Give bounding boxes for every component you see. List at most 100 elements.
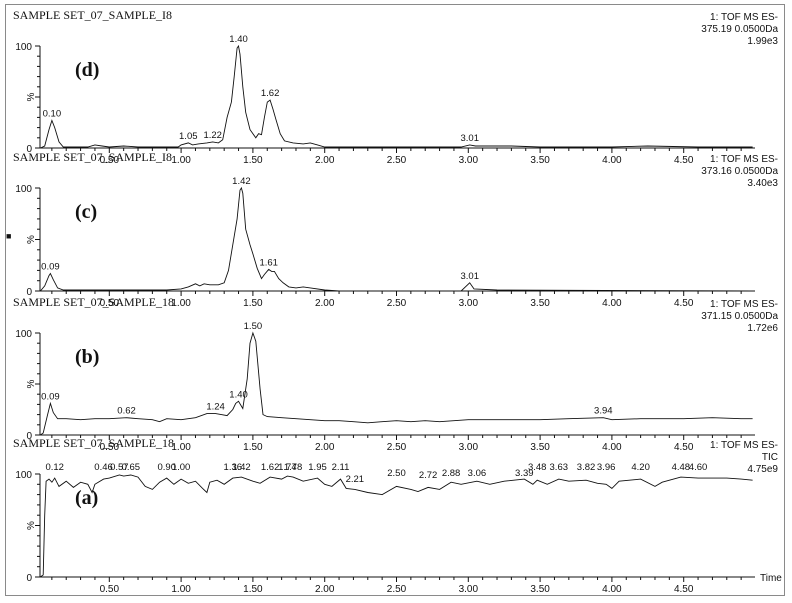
panel-letter: (a): [75, 487, 98, 509]
peak-label: 0.09: [41, 261, 60, 272]
y-tick-label: 0: [26, 573, 32, 584]
acquisition-info: 1.99e3: [747, 36, 778, 47]
peak-label: 3.94: [594, 406, 613, 417]
peak-label: 3.06: [468, 468, 487, 479]
y-tick-label: 100: [15, 470, 32, 481]
acquisition-info: 1: TOF MS ES-: [710, 299, 778, 310]
peak-label: 2.88: [442, 468, 461, 479]
x-tick-label: 2.00: [315, 584, 335, 595]
peak-label: 3.48: [528, 462, 547, 473]
y-axis-label: %: [26, 92, 37, 101]
y-tick-label: 0: [26, 144, 32, 155]
peak-label: 3.96: [597, 462, 616, 473]
peak-label: 3.63: [550, 462, 569, 473]
x-tick-label: 3.00: [459, 442, 479, 453]
peak-label: 1.24: [206, 402, 225, 413]
chromatogram-trace: [40, 474, 753, 578]
x-axis-label: Time: [760, 573, 782, 584]
peak-label: 1.95: [308, 462, 327, 473]
panel-letter: (c): [75, 201, 97, 223]
y-axis-label: %: [26, 235, 37, 244]
panel-d: SAMPLE SET_07_SAMPLE_I8(d)1: TOF MS ES-3…: [13, 8, 778, 166]
acquisition-info: 375.19 0.0500Da: [701, 24, 778, 35]
y-axis-label: %: [26, 379, 37, 388]
peak-label: 2.72: [419, 470, 438, 481]
x-tick-label: 3.50: [530, 155, 550, 166]
peak-label: 1.22: [203, 130, 222, 141]
x-tick-label: 2.00: [315, 442, 335, 453]
acquisition-info: 1: TOF MS ES-: [710, 154, 778, 165]
panel-title: SAMPLE SET_07_SAMPLE_I8: [13, 8, 172, 22]
peak-label: 0.90: [157, 462, 176, 473]
peak-label: 4.60: [689, 462, 708, 473]
acquisition-info: 1: TOF MS ES-: [710, 12, 778, 23]
panel-title: SAMPLE SET_07_SAMPLE_18: [13, 295, 174, 309]
peak-label: 0.09: [41, 391, 60, 402]
x-tick-label: 1.50: [243, 442, 263, 453]
chromatogram-trace: [40, 44, 753, 149]
x-tick-label: 1.50: [243, 298, 263, 309]
x-tick-label: 1.00: [171, 298, 191, 309]
peak-label: 0.65: [122, 462, 141, 473]
x-tick-label: 0.50: [100, 584, 120, 595]
x-tick-label: 3.50: [530, 584, 550, 595]
panel-c: SAMPLE SET_07_SAMPLE_I8(c)1: TOF MS ES-3…: [13, 150, 778, 309]
y-tick-label: 100: [15, 184, 32, 195]
peak-label: 1.74: [278, 462, 297, 473]
chromatogram-trace: [40, 186, 753, 292]
peak-label: 1.62: [261, 462, 280, 473]
x-tick-label: 4.50: [674, 442, 694, 453]
x-tick-label: 3.00: [459, 298, 479, 309]
x-tick-label: 2.00: [315, 155, 335, 166]
x-tick-label: 2.50: [387, 584, 407, 595]
x-tick-label: 4.50: [674, 155, 694, 166]
panel-title: SAMPLE SET_07_SAMPLE_I8: [13, 150, 172, 164]
acquisition-info: TIC: [762, 452, 778, 463]
y-tick-label: 100: [15, 329, 32, 340]
x-tick-label: 2.50: [387, 298, 407, 309]
peak-label: 1.40: [229, 389, 248, 400]
x-tick-label: 0.50: [100, 155, 120, 166]
x-tick-label: 4.00: [602, 442, 622, 453]
peak-label: 0.57: [110, 462, 129, 473]
y-tick-label: 100: [15, 42, 32, 53]
peak-label: 0.62: [117, 406, 136, 417]
peak-label: 4.20: [631, 462, 650, 473]
acquisition-info: 373.16 0.0500Da: [701, 166, 778, 177]
panel-b: SAMPLE SET_07_SAMPLE_18 (b) 1: TOF MS ES- 3…: [13, 295, 778, 453]
x-tick-label: 4.50: [674, 584, 694, 595]
acquisition-info: 4.75e9: [747, 464, 778, 475]
peak-label: 3.01: [460, 133, 479, 144]
x-tick-label: 1.00: [171, 155, 191, 166]
acquisition-info: 3.40e3: [747, 178, 778, 189]
peak-label: 2.50: [387, 468, 406, 479]
x-tick-label: 1.00: [171, 584, 191, 595]
peak-label: 2.21: [346, 474, 365, 485]
peak-label: 2.11: [332, 462, 350, 473]
panel-a: SAMPLE SET_07_SAMPLE_18(a)1: TOF MS ES-T…: [13, 436, 782, 595]
x-tick-label: 4.00: [602, 298, 622, 309]
peak-label: 1.62: [261, 88, 280, 99]
peak-label: 1.61: [259, 257, 278, 268]
x-tick-label: 0.50: [100, 442, 120, 453]
x-tick-label: 3.50: [530, 442, 550, 453]
peak-label: 1.40: [229, 34, 248, 45]
x-tick-label: 3.00: [459, 155, 479, 166]
panel-letter: (d): [75, 59, 99, 81]
x-tick-label: 1.50: [243, 155, 263, 166]
y-axis-label: %: [26, 521, 37, 530]
x-tick-label: 2.50: [387, 155, 407, 166]
peak-label: 4.48: [672, 462, 691, 473]
chromatogram-trace: [40, 331, 753, 436]
side-marker: ■: [6, 231, 12, 241]
peak-label: 1.78: [284, 462, 303, 473]
peak-label: 1.36: [224, 462, 243, 473]
panel-letter: (b): [75, 346, 99, 368]
peak-label: 0.12: [45, 462, 64, 473]
peak-label: 3.39: [515, 468, 534, 479]
peak-label: 1.42: [232, 462, 251, 473]
peak-label: 1.00: [172, 462, 191, 473]
acquisition-info: 1.72e6: [747, 323, 778, 334]
peak-label: 0.46: [94, 462, 113, 473]
